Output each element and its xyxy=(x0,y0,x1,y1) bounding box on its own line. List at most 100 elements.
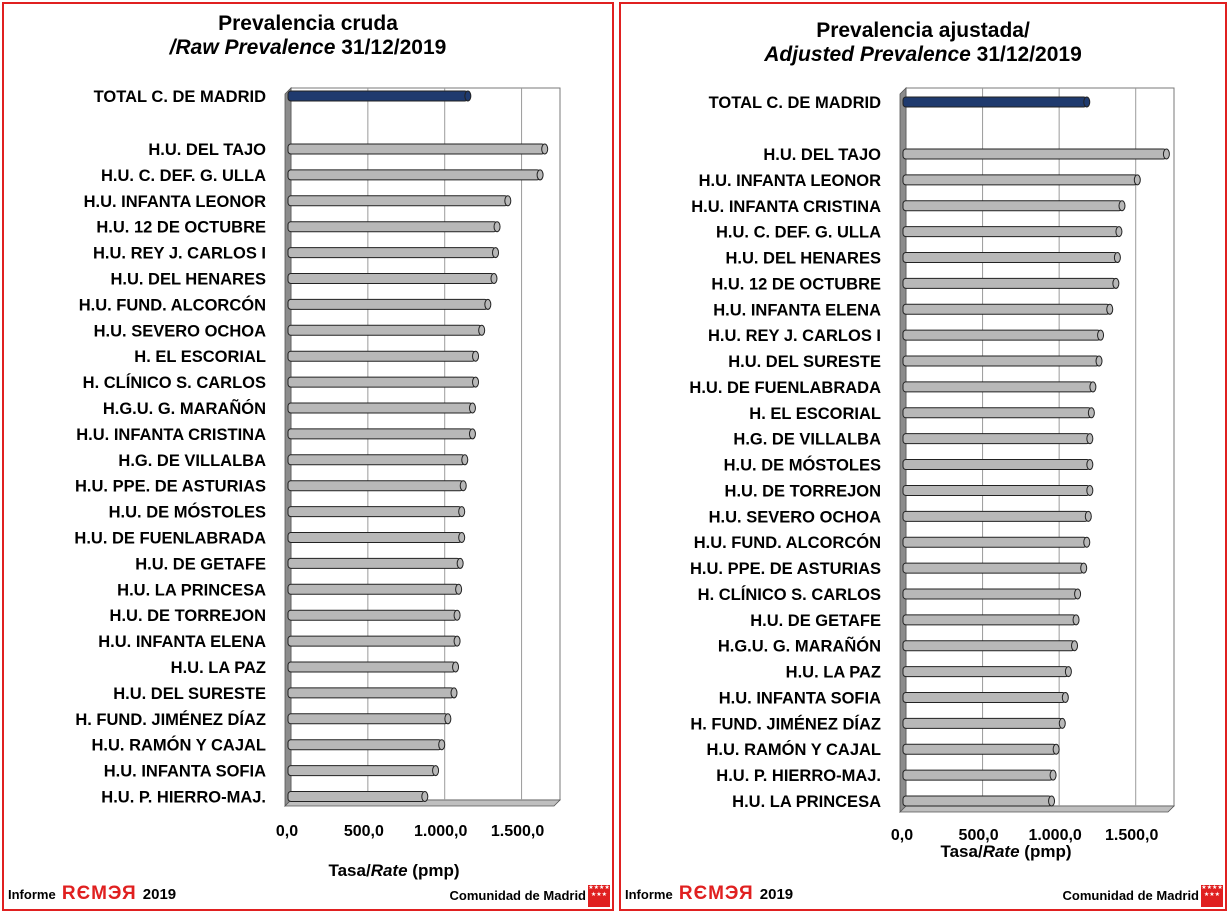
bar-cap xyxy=(1049,769,1057,781)
y-tick-label: H.U. DEL SURESTE xyxy=(113,685,266,703)
report-footer: Informe RЄMЭЯ 2019 xyxy=(625,883,793,905)
y-tick-label: H.U. SEVERO OCHOA xyxy=(709,508,881,526)
x-axis-label: Tasa/Rate (pmp) xyxy=(940,842,1072,861)
bar xyxy=(287,532,463,543)
y-tick-label: H.U. DEL HENARES xyxy=(725,250,881,268)
y-tick-label: H.U. REY J. CARLOS I xyxy=(708,327,881,345)
bar xyxy=(902,717,1063,729)
y-tick-label: H.U. LA PRINCESA xyxy=(732,793,881,811)
bar-cap xyxy=(1048,795,1056,807)
bar-cap xyxy=(1061,691,1069,703)
bar xyxy=(287,609,458,621)
chart-adjusted-prevalence: 0,0 500,0 1.000,0 1.500,0 TOTAL C. DE MADRID… xyxy=(689,87,1175,844)
bar xyxy=(287,765,437,777)
y-tick-label: H.U. PPE. DE ASTURIAS xyxy=(690,560,881,578)
y-tick-label: H. EL ESCORIAL xyxy=(134,348,266,366)
y-tick-label: H.U. DE FUENLABRADA xyxy=(689,379,881,397)
y-tick-label: H.U. INFANTA ELENA xyxy=(98,633,266,651)
y-tick-label: H.U. INFANTA CRISTINA xyxy=(691,198,881,216)
y-tick-label: H.G.U. G. MARAÑÓN xyxy=(103,398,266,418)
bar xyxy=(902,795,1053,807)
x-tick-label: 500,0 xyxy=(959,827,999,844)
bar-cap xyxy=(438,739,446,751)
chart-panel-raw: Prevalencia cruda /Raw Prevalence 31/12/… xyxy=(2,2,614,911)
bar xyxy=(902,277,1117,289)
bar-cap xyxy=(1106,303,1114,315)
madrid-flag-icon: ★★★★ ★★★ xyxy=(588,885,610,907)
y-tick-label: H.U. INFANTA LEONOR xyxy=(699,172,881,190)
chart-title-line1: Prevalencia cruda xyxy=(218,12,398,35)
bar-cap xyxy=(541,143,549,155)
bar-cap xyxy=(1058,717,1066,729)
y-tick-label: H.U. INFANTA ELENA xyxy=(713,301,881,319)
y-tick-label: H. FUND. JIMÉNEZ DÍAZ xyxy=(75,710,266,729)
y-tick-label: H.U. C. DEF. G. ULLA xyxy=(716,224,881,242)
informe-label: Informe xyxy=(8,887,56,902)
plot-floor xyxy=(899,805,1175,813)
bar xyxy=(902,174,1138,186)
x-axis-label: Tasa/Rate (pmp) xyxy=(328,861,460,880)
y-tick-label: H.U. 12 DE OCTUBRE xyxy=(96,219,266,237)
y-tick-label: H.U. RAMÓN Y CAJAL xyxy=(92,736,267,755)
y-tick-label: H.U. INFANTA SOFIA xyxy=(104,763,266,781)
bar xyxy=(287,376,477,388)
y-tick-label: H.U. DE MÓSTOLES xyxy=(724,456,881,475)
remer-logo: RЄMЭЯ xyxy=(678,883,754,904)
bar xyxy=(902,536,1088,548)
bar xyxy=(902,691,1066,703)
bar xyxy=(902,769,1054,781)
bar-cap xyxy=(1080,562,1088,574)
y-tick-label: H.U. LA PAZ xyxy=(171,659,266,677)
chart-title-date: 31/12/2019 xyxy=(335,36,447,59)
bar xyxy=(287,169,541,181)
informe-label: Informe xyxy=(625,887,673,902)
y-tick-label: H.U. REY J. CARLOS I xyxy=(93,245,266,263)
comunidad-label: Comunidad de Madrid xyxy=(449,888,587,903)
x-tick-label: 1.500,0 xyxy=(1105,827,1158,844)
report-year: 2019 xyxy=(142,886,177,903)
bar-cap xyxy=(1086,433,1094,445)
bar xyxy=(287,324,483,336)
bar-cap xyxy=(450,687,458,699)
bar xyxy=(902,640,1076,652)
bar-total xyxy=(287,90,469,102)
y-tick-label: H. FUND. JIMÉNEZ DÍAZ xyxy=(690,714,881,733)
y-tick-label: H.U. DEL TAJO xyxy=(763,146,881,164)
y-tick-label: H.G. DE VILLALBA xyxy=(118,452,266,470)
bar xyxy=(287,143,546,155)
bar xyxy=(902,743,1057,755)
remer-logo: RЄMЭЯ xyxy=(61,883,137,904)
bar xyxy=(287,298,489,310)
y-tick-label: H.U. DE TORREJON xyxy=(725,482,881,500)
bar xyxy=(287,195,509,207)
bar-cap xyxy=(456,557,464,569)
bar-cap xyxy=(1118,200,1126,212)
bar xyxy=(902,381,1094,393)
y-tick-label: H.G. DE VILLALBA xyxy=(733,431,881,449)
bar xyxy=(902,407,1092,419)
bar xyxy=(902,252,1118,264)
bar-cap xyxy=(1071,640,1079,652)
x-tick-label: 1.000,0 xyxy=(1028,827,1081,844)
bar xyxy=(287,350,477,362)
plot-area xyxy=(290,87,561,801)
bar-cap xyxy=(1087,407,1095,419)
bar-cap xyxy=(1086,459,1094,471)
bar-total-cap xyxy=(464,90,472,102)
y-tick-label: H.U. DE MÓSTOLES xyxy=(109,503,266,522)
bar-cap xyxy=(459,480,467,492)
bar xyxy=(902,433,1091,445)
y-tick-label: H.U. DEL TAJO xyxy=(148,141,266,159)
bar-cap xyxy=(536,169,544,181)
bar xyxy=(287,221,498,233)
bar xyxy=(287,635,458,647)
bar-cap xyxy=(1052,743,1060,755)
y-tick-label: H.U. DE FUENLABRADA xyxy=(74,530,266,548)
plot-side-wall xyxy=(899,87,907,813)
bar-cap xyxy=(1097,329,1105,341)
bar-cap xyxy=(453,609,461,621)
bar-cap xyxy=(444,713,452,725)
y-tick-label: H.U. DEL SURESTE xyxy=(728,353,881,371)
y-tick-label: H.U. LA PAZ xyxy=(786,664,881,682)
y-tick-label: H.U. DEL HENARES xyxy=(110,271,266,289)
